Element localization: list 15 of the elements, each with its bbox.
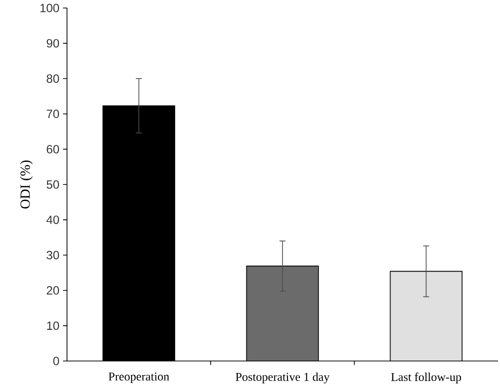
x-tick-label: Last follow-up <box>391 372 462 384</box>
y-tick-label: 30 <box>46 250 60 260</box>
x-tick-label: Preoperation <box>108 372 170 383</box>
y-tick-label: 20 <box>46 286 60 295</box>
y-tick-label: 100 <box>40 4 60 12</box>
y-tick-label: 0 <box>53 356 60 366</box>
y-tick-label: 60 <box>46 144 60 154</box>
y-axis-title: ODI (%) <box>20 160 33 209</box>
y-tick-label: 40 <box>46 216 60 224</box>
y-tick-label: 90 <box>46 39 60 48</box>
y-tick-label: 50 <box>46 180 60 189</box>
y-tick-label: 80 <box>46 74 60 83</box>
y-tick-label: 70 <box>46 110 60 118</box>
y-tick-label: 10 <box>47 321 60 330</box>
x-tick-label: Postoperative 1 day <box>236 372 330 384</box>
